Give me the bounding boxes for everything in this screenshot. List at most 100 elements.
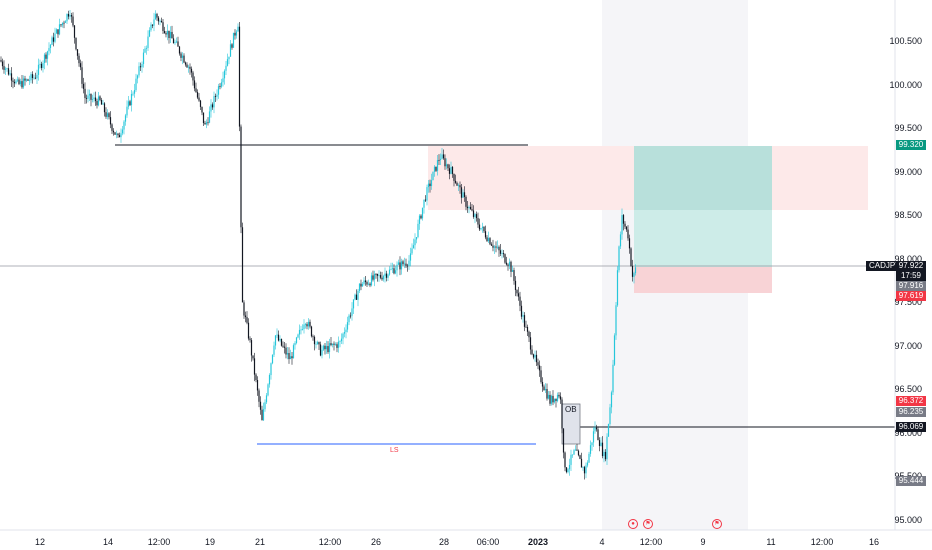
price-tick-label: 97.000 xyxy=(894,341,922,351)
candle-body xyxy=(301,329,304,330)
candle-body xyxy=(264,402,266,410)
candle-body xyxy=(18,79,20,85)
candle-body xyxy=(414,239,416,246)
candle-body xyxy=(111,124,113,131)
candle-body xyxy=(127,101,130,107)
candle-body xyxy=(187,66,190,68)
candle-body xyxy=(432,171,434,181)
candle-body xyxy=(205,122,208,125)
candle-body xyxy=(367,283,370,285)
candle-body xyxy=(67,13,70,17)
candle-body xyxy=(535,354,538,363)
candle-body xyxy=(618,246,620,271)
candle-body xyxy=(597,429,599,441)
candle-body xyxy=(55,29,58,34)
candle-body xyxy=(270,363,272,376)
candle-body xyxy=(186,64,188,68)
candle-body xyxy=(6,68,8,70)
candle-body xyxy=(36,74,38,79)
candle-body xyxy=(76,49,79,56)
candle-body xyxy=(507,264,509,266)
candle-body xyxy=(498,246,500,251)
candle-body xyxy=(141,64,143,68)
candle-body xyxy=(564,452,566,468)
price-tick-label: 98.500 xyxy=(894,210,922,220)
candle-body xyxy=(148,30,151,37)
candle-body xyxy=(198,97,200,101)
time-tick-label: 14 xyxy=(102,537,114,547)
candle-body xyxy=(175,41,178,43)
candle-body xyxy=(523,315,526,327)
candle-body xyxy=(252,355,254,359)
candle-body xyxy=(481,226,484,229)
candle-body xyxy=(25,79,28,81)
candle-body xyxy=(609,407,611,425)
candle-body xyxy=(337,341,340,348)
candle-body xyxy=(534,354,536,358)
candle-body xyxy=(31,74,34,79)
candle-body xyxy=(358,283,361,291)
candle-body xyxy=(117,133,119,136)
price-tick-label: 98.000 xyxy=(894,254,922,264)
candle-body xyxy=(276,334,278,336)
candle-body xyxy=(180,53,182,58)
candle-body xyxy=(223,70,226,79)
candle-body xyxy=(49,44,52,49)
candle-body xyxy=(178,46,181,54)
candle-body xyxy=(436,160,439,171)
candle-body xyxy=(630,248,632,266)
candle-body xyxy=(286,353,289,355)
candle-body xyxy=(343,332,346,334)
flag-icon[interactable]: ⚑ xyxy=(712,519,722,529)
candle-body xyxy=(199,100,202,107)
candle-body xyxy=(346,322,349,330)
candle-body xyxy=(445,164,448,167)
countdown-tag: 17:59 xyxy=(896,271,926,281)
candle-body xyxy=(496,246,499,248)
candle-body xyxy=(235,31,238,36)
candle-body xyxy=(103,103,106,113)
candle-body xyxy=(435,166,437,171)
candle-body xyxy=(531,349,533,355)
event-dot-icon[interactable]: ● xyxy=(628,519,638,529)
time-tick-label: 19 xyxy=(204,537,216,547)
candle-body xyxy=(37,64,40,75)
level-tag-2: 96.235 xyxy=(896,407,926,417)
candle-body xyxy=(522,315,524,317)
candle-body xyxy=(562,428,565,453)
candle-body xyxy=(153,19,155,26)
candle-body xyxy=(309,321,311,327)
candle-body xyxy=(115,133,118,135)
candle-body xyxy=(325,346,328,350)
time-tick-label: 21 xyxy=(254,537,266,547)
candle-body xyxy=(123,121,125,130)
time-tick-label: 26 xyxy=(370,537,382,547)
candle-body xyxy=(193,80,196,89)
candle-body xyxy=(382,276,385,280)
candle-body xyxy=(385,273,388,278)
candle-body xyxy=(81,67,83,84)
candle-body xyxy=(348,315,350,323)
candle-body xyxy=(66,13,68,22)
candle-body xyxy=(426,187,428,201)
candle-body xyxy=(514,280,517,290)
candle-body xyxy=(474,214,476,217)
flag-icon[interactable]: ⚑ xyxy=(643,519,653,529)
candle-body xyxy=(105,112,107,117)
candle-body xyxy=(400,261,403,270)
candle-body xyxy=(504,254,506,263)
candle-body xyxy=(265,395,268,403)
candle-body xyxy=(292,345,295,359)
candle-body xyxy=(190,68,193,73)
time-tick-label: 11 xyxy=(766,537,776,547)
candle-body xyxy=(261,409,263,421)
candle-body xyxy=(457,185,460,187)
target-zone xyxy=(634,146,772,267)
price-tick-label: 95.000 xyxy=(894,515,922,525)
price-tick-label: 99.000 xyxy=(894,167,922,177)
candle-body xyxy=(415,237,418,240)
time-tick-label: 16 xyxy=(868,537,880,547)
candle-body xyxy=(171,31,173,39)
